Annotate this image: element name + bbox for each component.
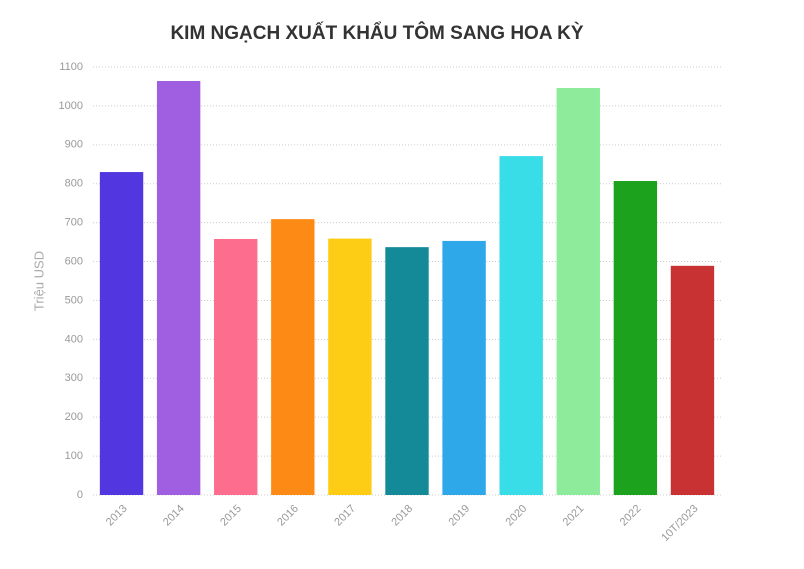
x-tick-label: 2014 (161, 503, 187, 529)
x-tick-label: 2013 (104, 503, 130, 529)
y-tick-label: 300 (65, 372, 83, 384)
y-tick-label: 400 (65, 333, 83, 345)
y-tick-label: 700 (65, 217, 83, 229)
x-tick-label: 2018 (389, 503, 415, 529)
x-tick-label: 2019 (446, 503, 472, 529)
x-tick-label: 10T/2023 (659, 503, 700, 544)
x-tick-label: 2016 (275, 503, 301, 529)
bar (670, 265, 715, 495)
y-tick-label: 500 (65, 294, 83, 306)
bar (499, 156, 543, 496)
y-tick-label: 800 (65, 178, 83, 190)
y-tick-label: 600 (65, 255, 83, 267)
chart-title: KIM NGẠCH XUẤT KHẨU TÔM SANG HOA KỲ (170, 22, 583, 44)
x-tick-label: 2022 (618, 503, 644, 529)
bar (328, 238, 372, 495)
y-tick-label: 100 (65, 450, 83, 462)
bar (214, 238, 258, 495)
bar (613, 181, 658, 495)
y-tick-label: 1000 (59, 100, 83, 112)
y-tick-label: 1100 (59, 61, 83, 73)
y-tick-label: 0 (77, 489, 83, 501)
bar (271, 219, 315, 495)
y-tick-label: 200 (65, 411, 83, 423)
bar (156, 81, 201, 496)
x-tick-label: 2020 (504, 503, 530, 529)
x-tick-label: 2015 (218, 503, 244, 529)
y-axis-label: Triệu USD (31, 251, 46, 311)
x-tick-label: 2017 (332, 503, 358, 529)
y-tick-label: 900 (65, 139, 83, 151)
bar (99, 172, 144, 495)
bar (556, 88, 600, 495)
bar (385, 247, 429, 495)
bar (442, 240, 486, 495)
x-tick-label: 2021 (561, 503, 587, 529)
